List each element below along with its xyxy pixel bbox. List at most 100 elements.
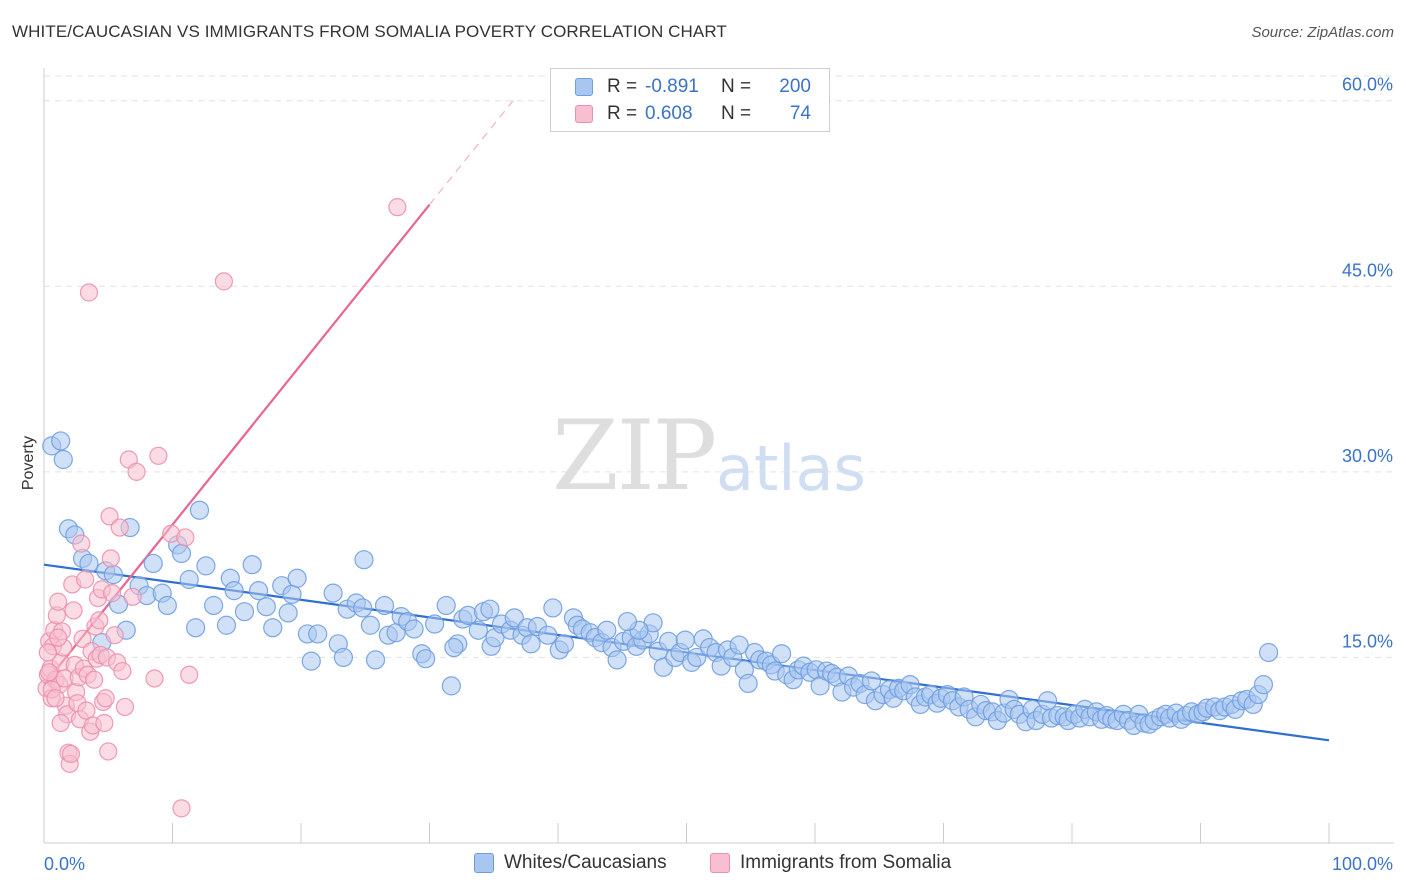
point-somalia	[51, 713, 70, 733]
point-whites	[186, 618, 206, 638]
legend-r-label: R =	[607, 103, 638, 124]
legend-r-value: 0.608	[645, 103, 693, 124]
watermark-atlas: atlas	[716, 432, 866, 505]
point-whites	[738, 673, 758, 694]
point-whites	[263, 618, 283, 638]
point-somalia	[95, 713, 114, 733]
point-somalia	[127, 462, 146, 481]
point-somalia	[180, 665, 199, 684]
legend-r-label: R =	[607, 76, 638, 97]
point-whites	[480, 599, 500, 619]
tick-labels: 15.0% 30.0% 45.0% 60.0% 0.0% 100.0%	[44, 75, 1393, 874]
point-whites	[425, 614, 445, 634]
point-whites	[278, 603, 298, 623]
legend-n-value: 200	[779, 76, 811, 97]
point-somalia	[40, 663, 59, 682]
point-somalia	[85, 670, 104, 689]
axes	[43, 68, 1394, 844]
point-whites	[248, 581, 269, 601]
point-whites	[242, 555, 262, 575]
point-whites	[861, 671, 882, 691]
point-whites	[79, 553, 99, 574]
point-somalia	[38, 643, 57, 662]
point-whites	[354, 550, 374, 570]
point-whites	[204, 595, 224, 616]
point-whites	[189, 500, 210, 520]
y-tick-label: 45.0%	[1342, 260, 1393, 280]
point-somalia	[61, 744, 81, 764]
point-somalia	[176, 528, 195, 547]
point-somalia	[115, 697, 135, 717]
point-whites	[441, 676, 461, 696]
point-somalia	[149, 446, 168, 465]
point-whites	[53, 449, 73, 470]
point-whites	[597, 620, 617, 640]
legend-n-label: N =	[721, 103, 752, 124]
legend-r-value: -0.891	[645, 76, 699, 97]
point-somalia	[172, 799, 191, 818]
legend-swatch-whites	[575, 78, 593, 96]
chart-title: WHITE/CAUCASIAN VS IMMIGRANTS FROM SOMAL…	[12, 22, 727, 41]
point-somalia	[100, 507, 119, 526]
y-axis-label: Poverty	[20, 435, 37, 491]
series-swatch-whites	[474, 853, 494, 873]
point-somalia	[214, 272, 233, 291]
point-whites	[353, 598, 373, 618]
watermark-zip: ZIP	[552, 400, 717, 512]
point-somalia	[99, 742, 118, 761]
point-whites	[103, 564, 123, 585]
series-legend-label: Immigrants from Somalia	[740, 852, 952, 873]
point-whites	[301, 651, 321, 671]
data-points	[37, 198, 1279, 818]
point-whites	[416, 649, 436, 669]
point-somalia	[90, 611, 109, 630]
point-whites	[504, 608, 524, 628]
point-whites	[687, 647, 707, 668]
point-somalia	[49, 628, 68, 647]
legend-n-value: 74	[789, 103, 811, 124]
point-whites	[468, 620, 488, 640]
point-whites	[171, 543, 192, 564]
point-whites	[179, 569, 199, 590]
series-legend-somalia[interactable]: Immigrants from Somalia	[710, 852, 951, 874]
y-tick-label: 15.0%	[1342, 631, 1393, 651]
point-whites	[374, 595, 395, 616]
legend-swatch-somalia	[575, 105, 593, 123]
point-somalia	[76, 570, 95, 589]
point-whites	[729, 635, 749, 655]
trend-line-somalia	[43, 203, 431, 686]
series-legend-label: Whites/Caucasians	[504, 852, 667, 873]
point-whites	[157, 595, 177, 616]
point-somalia	[101, 549, 120, 568]
point-somalia	[46, 689, 65, 708]
point-whites	[675, 630, 695, 650]
point-whites	[323, 583, 343, 603]
point-whites	[333, 647, 354, 668]
point-whites	[404, 619, 424, 639]
point-somalia	[123, 587, 142, 606]
point-whites	[521, 634, 541, 654]
point-somalia	[113, 661, 132, 681]
point-whites	[234, 602, 255, 622]
point-whites	[538, 625, 558, 645]
point-somalia	[105, 626, 124, 645]
x-tick-label: 100.0%	[1332, 854, 1393, 874]
point-whites	[543, 598, 563, 618]
point-whites	[365, 650, 386, 670]
series-legend-whites[interactable]: Whites/Caucasians	[474, 852, 667, 874]
point-somalia	[64, 601, 83, 620]
point-whites	[51, 431, 71, 451]
legend-row-somalia: R = 0.608 N = 74	[551, 101, 811, 127]
point-somalia	[103, 584, 122, 603]
point-somalia	[96, 689, 115, 708]
trend-line-somalia-extension	[429, 100, 514, 206]
legend-row-whites: R = -0.891 N = 200	[551, 74, 811, 100]
point-whites	[282, 584, 302, 604]
point-whites	[224, 581, 244, 601]
point-whites	[196, 556, 216, 576]
source-label: Source: ZipAtlas.com	[1251, 24, 1394, 41]
point-whites	[607, 650, 627, 670]
point-whites	[143, 553, 163, 574]
point-somalia	[73, 629, 92, 648]
point-whites	[216, 615, 237, 635]
